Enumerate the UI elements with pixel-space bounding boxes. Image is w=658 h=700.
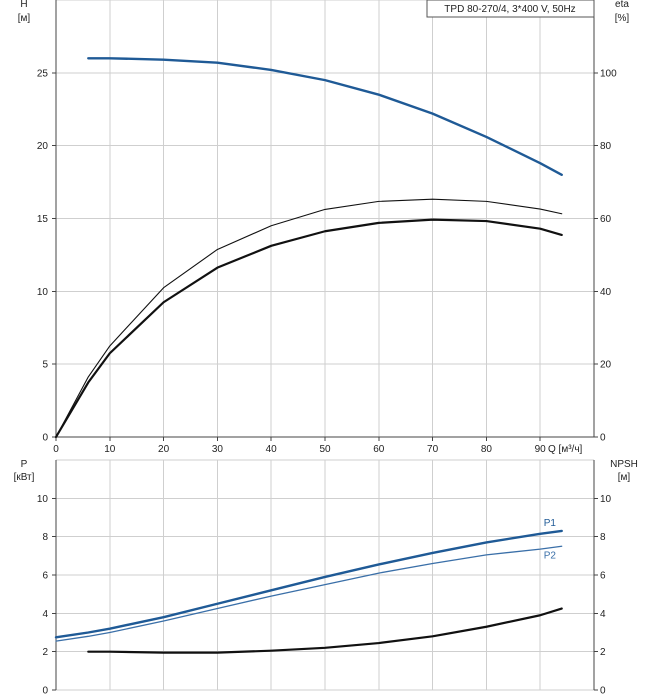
- y-right-tick-label: 80: [600, 141, 612, 152]
- y-left-tick-label: 4: [42, 609, 48, 620]
- x-tick-label: 40: [266, 444, 278, 455]
- y-right-tick-label: 60: [600, 214, 612, 225]
- series-label-p2: P2: [544, 550, 557, 561]
- x-tick-label: 90: [535, 444, 547, 455]
- y-left-tick-label: 5: [42, 360, 48, 371]
- y-left-tick-label: 20: [37, 141, 49, 152]
- y-right-tick-label: 2: [600, 647, 606, 658]
- y-left-axis-unit: [кВт]: [14, 472, 35, 483]
- power-p2-curve: [55, 545, 563, 642]
- y-right-axis-unit: [%]: [615, 13, 630, 24]
- y-left-tick-label: 15: [37, 214, 49, 225]
- y-right-axis-label: NPSH: [610, 459, 638, 470]
- y-right-axis-unit: [м]: [618, 472, 631, 483]
- x-tick-label: 30: [212, 444, 224, 455]
- x-axis-label: Q [м³/ч]: [548, 444, 583, 455]
- x-tick-label: 60: [373, 444, 385, 455]
- x-tick-label: 20: [158, 444, 170, 455]
- y-left-tick-label: 0: [42, 433, 48, 444]
- efficiency-curve-upper: [55, 198, 563, 438]
- npsh-curve: [87, 607, 563, 654]
- y-left-tick-label: 10: [37, 494, 49, 505]
- y-left-tick-label: 0: [42, 686, 48, 697]
- y-left-tick-label: 6: [42, 571, 48, 582]
- y-left-axis-label: H: [20, 0, 27, 10]
- y-left-tick-label: 10: [37, 287, 49, 298]
- head-efficiency-panel: 0 5 10 15 20 25 0 20 40 60 80 100 0 10 20 30 40 50 60 70 80 9…: [18, 0, 630, 455]
- y-right-tick-label: 10: [600, 494, 612, 505]
- y-right-tick-label: 0: [600, 433, 606, 444]
- y-left-tick-label: 8: [42, 532, 48, 543]
- power-npsh-panel: 0 2 4 6 8 10 0 2 4 6 8 10 P [кВт] NPSH [м] P1 P2: [14, 459, 638, 697]
- x-tick-label: 0: [53, 444, 59, 455]
- y-left-tick-label: 25: [37, 68, 49, 79]
- series-label-p1: P1: [544, 518, 557, 529]
- y-right-tick-label: 6: [600, 571, 606, 582]
- efficiency-curve-lower: [54, 218, 563, 439]
- y-left-axis-label: P: [21, 459, 28, 470]
- y-right-axis-label: eta: [615, 0, 629, 10]
- chart-title: TPD 80-270/4, 3*400 V, 50Hz: [444, 4, 575, 15]
- x-tick-label: 50: [319, 444, 331, 455]
- x-tick-label: 80: [481, 444, 493, 455]
- y-right-tick-label: 100: [600, 68, 617, 79]
- x-tick-label: 70: [427, 444, 439, 455]
- y-right-tick-label: 0: [600, 686, 606, 697]
- y-right-tick-label: 20: [600, 360, 612, 371]
- y-right-tick-label: 8: [600, 532, 606, 543]
- x-tick-label: 10: [104, 444, 116, 455]
- title-box: [426, 0, 595, 18]
- y-right-tick-label: 4: [600, 609, 606, 620]
- y-left-axis-unit: [м]: [18, 13, 31, 24]
- power-p1-curve: [54, 529, 563, 639]
- y-left-tick-label: 2: [42, 647, 48, 658]
- head-curve: [87, 57, 563, 176]
- y-right-tick-label: 40: [600, 287, 612, 298]
